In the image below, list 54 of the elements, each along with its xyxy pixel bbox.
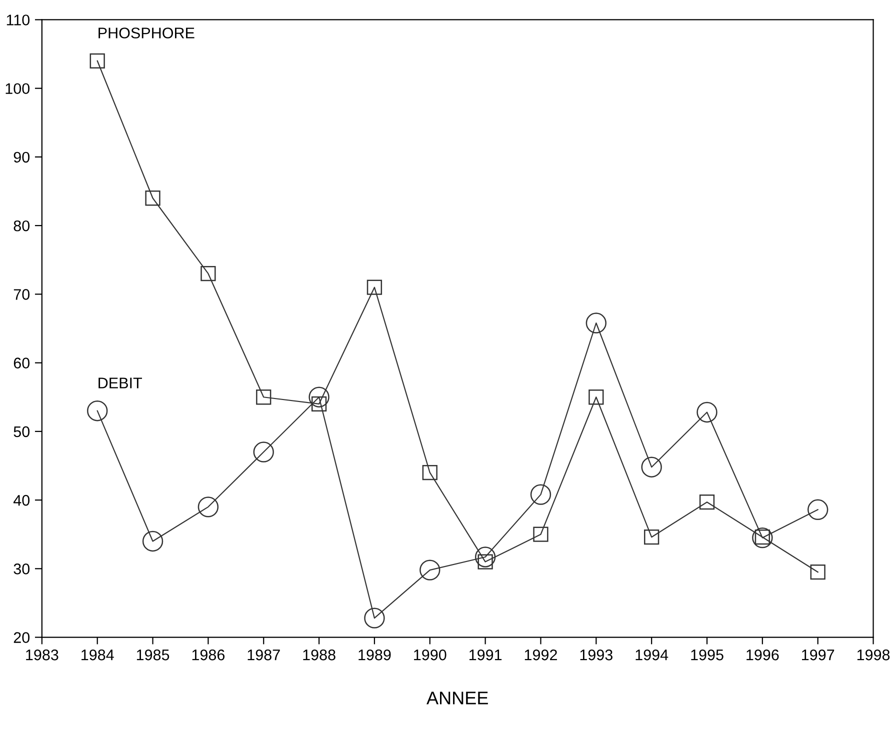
x-tick-label: 1988 bbox=[303, 650, 336, 660]
point bbox=[474, 546, 496, 568]
point bbox=[752, 527, 773, 548]
point bbox=[200, 266, 216, 282]
y-tick-label: 100 bbox=[6, 83, 30, 94]
x-tick-label: 1997 bbox=[802, 650, 834, 660]
x-tick-label: 1996 bbox=[746, 650, 779, 660]
x-tick-label: 1990 bbox=[414, 650, 446, 660]
x-tick-label: 1984 bbox=[82, 650, 114, 660]
y-tick-label: 70 bbox=[14, 289, 30, 300]
point bbox=[644, 530, 660, 545]
point bbox=[807, 499, 828, 520]
y-tick-label: 80 bbox=[14, 220, 30, 232]
point bbox=[810, 564, 826, 580]
x-tick-label: 1989 bbox=[358, 650, 391, 660]
point bbox=[308, 386, 330, 408]
x-tick-label: 1993 bbox=[580, 650, 612, 660]
point bbox=[696, 402, 718, 423]
y-tick-label: 90 bbox=[14, 152, 30, 163]
series-label: PHOSPHORE bbox=[98, 28, 194, 38]
point bbox=[530, 484, 552, 505]
x-tick-label: 1992 bbox=[524, 650, 557, 660]
y-tick-label: 40 bbox=[13, 494, 30, 506]
point bbox=[366, 280, 382, 295]
y-tick-label: 60 bbox=[14, 358, 30, 368]
x-tick-label: 1998 bbox=[857, 650, 890, 660]
y-tick-label: 30 bbox=[14, 564, 30, 574]
x-tick-label: 1983 bbox=[26, 650, 58, 660]
x-tick-label: 1987 bbox=[248, 650, 280, 660]
point bbox=[699, 494, 715, 510]
point bbox=[364, 608, 385, 628]
point bbox=[142, 530, 164, 552]
point bbox=[588, 390, 604, 405]
point bbox=[145, 190, 160, 206]
x-axis-title: ANNEE bbox=[426, 692, 488, 704]
point bbox=[256, 390, 272, 405]
point bbox=[90, 53, 105, 68]
y-tick-label: 110 bbox=[6, 14, 30, 26]
x-tick-label: 1995 bbox=[691, 650, 724, 660]
point bbox=[198, 496, 219, 518]
point bbox=[586, 312, 606, 334]
point bbox=[253, 442, 274, 462]
point bbox=[422, 465, 438, 480]
x-tick-label: 1986 bbox=[192, 650, 225, 660]
point bbox=[87, 400, 108, 422]
series-label: DEBIT bbox=[98, 378, 142, 388]
point bbox=[533, 526, 548, 542]
y-tick-label: 20 bbox=[14, 632, 30, 643]
point bbox=[641, 456, 662, 478]
x-tick-label: 1985 bbox=[136, 650, 170, 660]
x-tick-label: 1991 bbox=[469, 650, 502, 660]
x-tick-label: 1994 bbox=[636, 650, 668, 660]
point bbox=[420, 560, 440, 580]
y-tick-label: 50 bbox=[14, 426, 30, 438]
